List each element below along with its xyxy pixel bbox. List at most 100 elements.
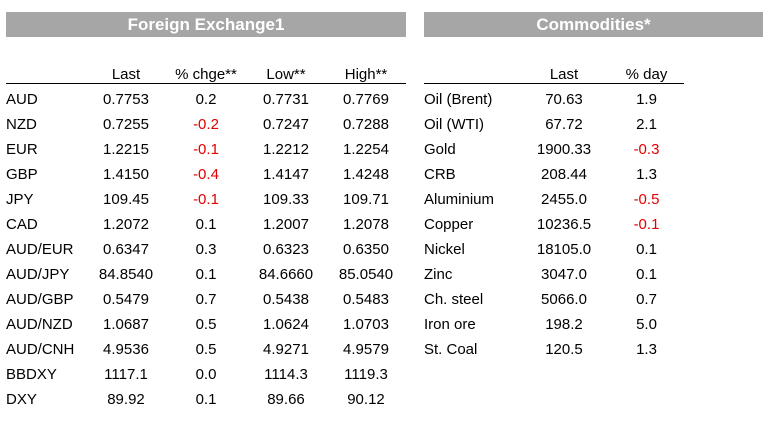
currency-label: GBP bbox=[6, 166, 38, 183]
percent-day-value: -0.5 bbox=[633, 191, 660, 208]
high-value: 1.2078 bbox=[343, 216, 389, 233]
last-value: 1.0687 bbox=[103, 316, 149, 333]
last-value: 4.9536 bbox=[103, 341, 149, 358]
currency-label: JPY bbox=[6, 191, 34, 208]
fx-row: EUR 1.2215 -0.1 1.2212 1.2254 bbox=[6, 137, 406, 162]
commodity-label: St. Coal bbox=[424, 341, 478, 358]
fx-header-low: Low** bbox=[246, 63, 326, 84]
fx-row: AUD/GBP 0.5479 0.7 0.5438 0.5483 bbox=[6, 287, 406, 312]
last-value: 84.8540 bbox=[98, 266, 154, 283]
high-value: 1.2254 bbox=[343, 141, 389, 158]
currency-label: AUD/EUR bbox=[6, 241, 74, 258]
percent-change-value: 0.5 bbox=[195, 341, 217, 358]
last-value: 70.63 bbox=[545, 91, 583, 108]
low-value: 4.9271 bbox=[263, 341, 309, 358]
high-value: 109.71 bbox=[343, 191, 389, 208]
low-value: 1.2007 bbox=[263, 216, 309, 233]
percent-change-value: -0.1 bbox=[193, 191, 219, 208]
percent-day-value: 2.1 bbox=[636, 116, 657, 133]
low-value: 109.33 bbox=[263, 191, 309, 208]
last-value: 0.7255 bbox=[103, 116, 149, 133]
last-value: 120.5 bbox=[545, 341, 583, 358]
last-value: 0.7753 bbox=[103, 91, 149, 108]
high-value: 1.0703 bbox=[343, 316, 389, 333]
last-value: 1900.33 bbox=[536, 141, 592, 158]
low-value: 0.5438 bbox=[263, 291, 309, 308]
currency-label: CAD bbox=[6, 216, 38, 233]
currency-label: BBDXY bbox=[6, 366, 57, 383]
percent-change-value: 0.3 bbox=[195, 241, 217, 258]
percent-day-value: -0.1 bbox=[633, 216, 660, 233]
fx-header-change: % chge** bbox=[166, 63, 246, 84]
low-value: 89.66 bbox=[267, 391, 305, 408]
high-value: 0.7288 bbox=[343, 116, 389, 133]
last-value: 1.2072 bbox=[103, 216, 149, 233]
low-value: 1.0624 bbox=[263, 316, 309, 333]
percent-day-value: -0.3 bbox=[633, 141, 660, 158]
currency-label: AUD/CNH bbox=[6, 341, 75, 358]
currency-label: AUD/GBP bbox=[6, 291, 74, 308]
high-value: 0.7769 bbox=[343, 91, 389, 108]
foreign-exchange-table: Last % chge** Low** High** AUD 0.7753 0.2 0… bbox=[6, 63, 406, 412]
fx-header-last: Last bbox=[86, 63, 166, 84]
percent-change-value: 0.1 bbox=[195, 216, 217, 233]
fx-row: BBDXY 1117.1 0.0 1114.3 1119.3 bbox=[6, 362, 406, 387]
last-value: 1.4150 bbox=[103, 166, 149, 183]
commodities-header-label bbox=[424, 63, 519, 84]
percent-change-value: 0.2 bbox=[195, 91, 217, 108]
high-value: 1119.3 bbox=[344, 366, 388, 383]
high-value: 0.6350 bbox=[343, 241, 389, 258]
last-value: 1.2215 bbox=[103, 141, 149, 158]
percent-day-value: 0.1 bbox=[636, 266, 657, 283]
commodity-label: Ch. steel bbox=[424, 291, 484, 308]
commodity-label: Iron ore bbox=[424, 316, 476, 333]
last-value: 208.44 bbox=[541, 166, 587, 183]
percent-day-value: 1.3 bbox=[636, 166, 657, 183]
fx-row: JPY 109.45 -0.1 109.33 109.71 bbox=[6, 187, 406, 212]
percent-change-value: 0.5 bbox=[195, 316, 217, 333]
commodity-label: Oil (WTI) bbox=[424, 116, 484, 133]
percent-change-value: 0.1 bbox=[195, 391, 217, 408]
percent-change-value: 0.1 bbox=[195, 266, 217, 283]
fx-header-label bbox=[6, 63, 86, 84]
commodity-row: Copper 10236.5 -0.1 bbox=[424, 212, 684, 237]
foreign-exchange-title: Foreign Exchange1 bbox=[6, 12, 406, 37]
percent-change-value: 0.0 bbox=[195, 366, 217, 383]
fx-header-high: High** bbox=[326, 63, 406, 84]
low-value: 1.2212 bbox=[263, 141, 309, 158]
commodity-label: Gold bbox=[424, 141, 456, 158]
percent-change-value: -0.2 bbox=[193, 116, 219, 133]
low-value: 0.7247 bbox=[263, 116, 309, 133]
commodities-panel: Commodities* Last % day Oil (Brent) 70.63… bbox=[424, 12, 763, 362]
last-value: 67.72 bbox=[545, 116, 583, 133]
fx-row: AUD 0.7753 0.2 0.7731 0.7769 bbox=[6, 84, 406, 113]
percent-change-value: 0.7 bbox=[195, 291, 217, 308]
last-value: 198.2 bbox=[545, 316, 583, 333]
fx-row: CAD 1.2072 0.1 1.2007 1.2078 bbox=[6, 212, 406, 237]
high-value: 0.5483 bbox=[343, 291, 389, 308]
percent-day-value: 1.9 bbox=[636, 91, 657, 108]
high-value: 85.0540 bbox=[338, 266, 394, 283]
commodity-row: Gold 1900.33 -0.3 bbox=[424, 137, 684, 162]
last-value: 2455.0 bbox=[541, 191, 587, 208]
commodities-header-day: % day bbox=[609, 63, 684, 84]
percent-day-value: 0.7 bbox=[636, 291, 657, 308]
currency-label: DXY bbox=[6, 391, 37, 408]
commodities-title: Commodities* bbox=[424, 12, 763, 37]
percent-change-value: -0.1 bbox=[193, 141, 219, 158]
fx-row: GBP 1.4150 -0.4 1.4147 1.4248 bbox=[6, 162, 406, 187]
currency-label: AUD bbox=[6, 91, 38, 108]
commodity-row: Oil (WTI) 67.72 2.1 bbox=[424, 112, 684, 137]
currency-label: AUD/NZD bbox=[6, 316, 73, 333]
currency-label: EUR bbox=[6, 141, 38, 158]
fx-row: AUD/EUR 0.6347 0.3 0.6323 0.6350 bbox=[6, 237, 406, 262]
high-value: 1.4248 bbox=[343, 166, 389, 183]
low-value: 1.4147 bbox=[263, 166, 309, 183]
fx-row: NZD 0.7255 -0.2 0.7247 0.7288 bbox=[6, 112, 406, 137]
fx-row: DXY 89.92 0.1 89.66 90.12 bbox=[6, 387, 406, 412]
commodity-label: CRB bbox=[424, 166, 456, 183]
low-value: 1114.3 bbox=[264, 366, 308, 383]
commodity-row: Ch. steel 5066.0 0.7 bbox=[424, 287, 684, 312]
last-value: 0.5479 bbox=[103, 291, 149, 308]
last-value: 0.6347 bbox=[103, 241, 149, 258]
